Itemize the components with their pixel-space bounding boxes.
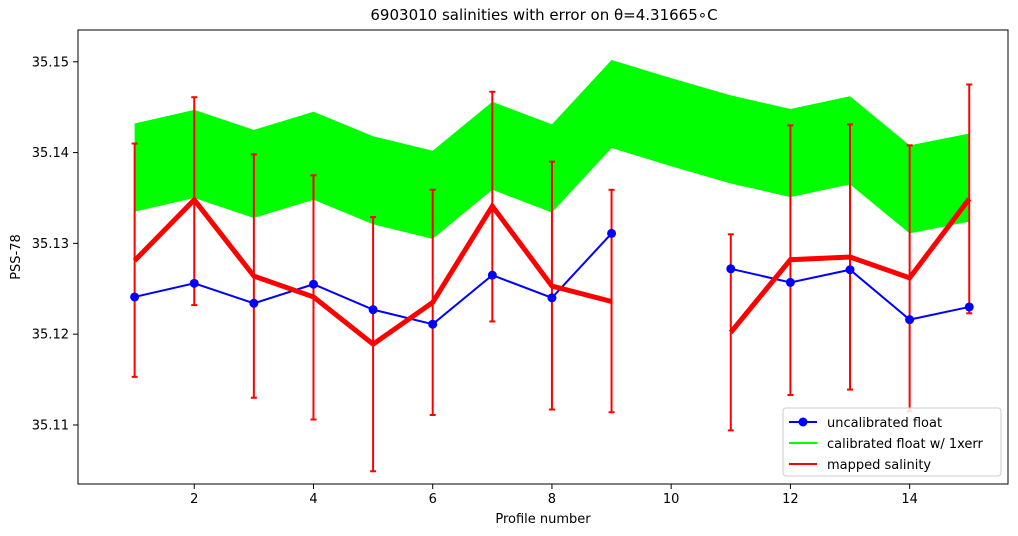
uncalibrated-point-12 xyxy=(785,277,795,287)
legend-entry-calibrated: calibrated float w/ 1xerr xyxy=(789,437,984,452)
legend-entry-uncalibrated: uncalibrated float xyxy=(789,416,942,431)
y-tick-label-0: 35.11 xyxy=(32,418,69,433)
y-tick-label-2: 35.13 xyxy=(32,237,69,252)
legend-entry-mapped: mapped salinity xyxy=(789,458,931,473)
errorbar-7 xyxy=(489,90,496,323)
x-tick-label-2: 2 xyxy=(190,492,198,507)
y-tick-label-3: 35.14 xyxy=(32,146,69,161)
errorbar-3 xyxy=(250,153,257,399)
x-tick-label-6: 6 xyxy=(429,492,437,507)
errorbar-13 xyxy=(847,123,854,391)
errorbar-5 xyxy=(370,216,377,473)
marker-layer xyxy=(130,228,974,329)
uncalibrated-point-14 xyxy=(905,315,915,325)
x-axis-label: Profile number xyxy=(495,512,591,527)
band-layer xyxy=(134,59,970,239)
plot-area xyxy=(130,59,974,473)
uncalibrated-point-13 xyxy=(845,265,855,275)
errorbar-9 xyxy=(608,188,615,414)
errorbar-12 xyxy=(787,124,794,397)
uncalibrated-point-8 xyxy=(547,293,557,303)
x-axis: 2 4 6 8 10 12 14 xyxy=(190,484,918,507)
x-tick-label-10: 10 xyxy=(663,492,680,507)
errorbar-15 xyxy=(966,83,973,315)
legend-label-mapped: mapped salinity xyxy=(827,458,931,473)
uncalibrated-point-7 xyxy=(487,270,497,280)
errorbar-layer xyxy=(131,83,973,473)
legend-label-uncalibrated: uncalibrated float xyxy=(827,416,942,431)
uncalibrated-point-15 xyxy=(964,302,974,312)
uncalibrated-point-2 xyxy=(189,278,199,288)
y-tick-label-1: 35.12 xyxy=(32,328,69,343)
x-tick-label-12: 12 xyxy=(782,492,799,507)
errorbar-8 xyxy=(548,160,555,411)
x-tick-label-4: 4 xyxy=(309,492,317,507)
uncalibrated-point-4 xyxy=(308,279,318,289)
uncalibrated-point-5 xyxy=(368,305,378,315)
uncalibrated-point-3 xyxy=(249,298,259,308)
uncalibrated-point-9 xyxy=(607,228,617,238)
errorbar-6 xyxy=(429,188,436,416)
y-axis-label: PSS-78 xyxy=(9,234,24,280)
uncalibrated-point-11 xyxy=(726,264,736,274)
plot-frame xyxy=(77,29,1009,485)
errorbar-2 xyxy=(191,96,198,307)
errorbar-4 xyxy=(310,174,317,421)
legend-label-calibrated: calibrated float w/ 1xerr xyxy=(827,437,984,452)
calibrated-error-band xyxy=(134,59,970,239)
x-tick-label-14: 14 xyxy=(901,492,918,507)
errorbar-1 xyxy=(131,142,138,378)
y-tick-label-4: 35.15 xyxy=(32,55,69,70)
chart-title: 6903010 salinities with error on θ=4.316… xyxy=(370,6,717,24)
legend-box xyxy=(782,407,1002,477)
x-tick-label-8: 8 xyxy=(548,492,556,507)
legend: uncalibrated float calibrated float w/ 1… xyxy=(782,407,1002,477)
uncalibrated-point-1 xyxy=(130,292,140,302)
y-axis: 35.11 35.12 35.13 35.14 35.15 xyxy=(32,55,78,433)
uncalibrated-point-6 xyxy=(428,319,438,329)
